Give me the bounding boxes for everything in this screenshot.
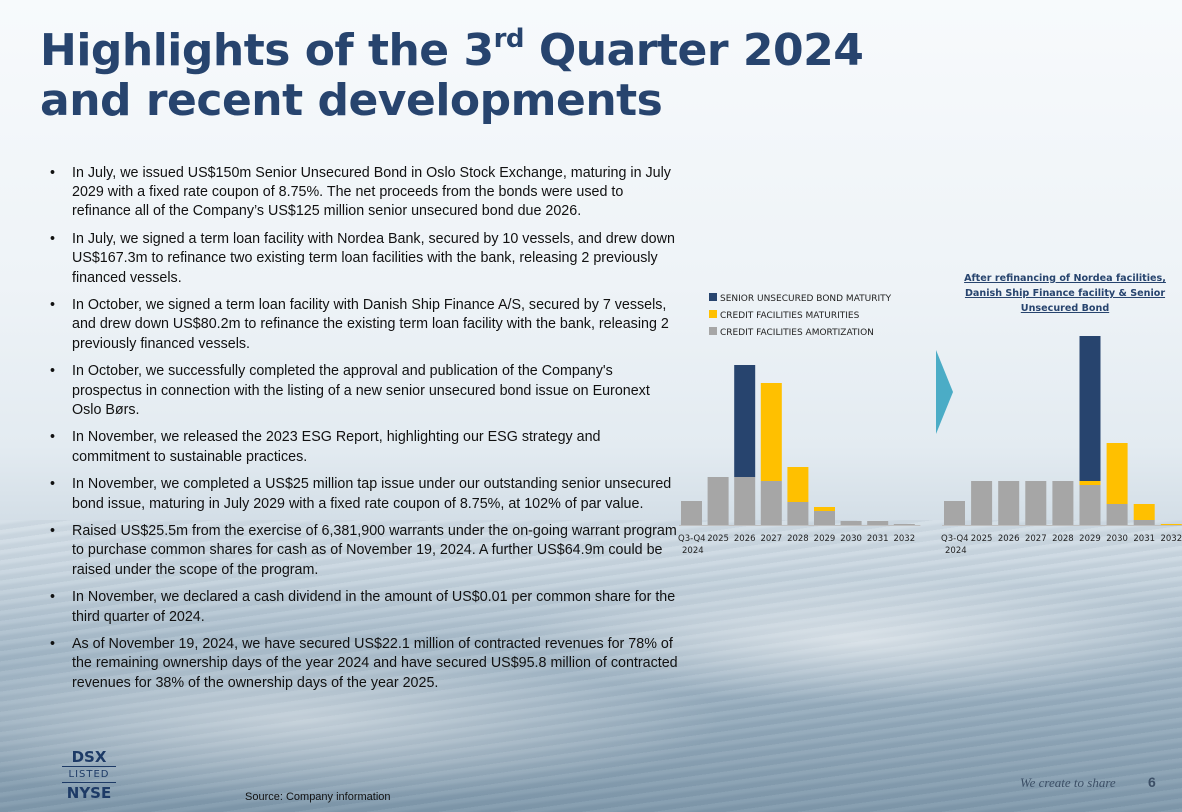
legend-swatch-amortization (709, 327, 717, 335)
x-tick-label: 2025 (707, 534, 729, 544)
bullet-item: In July, we signed a term loan facility … (48, 230, 680, 288)
x-tick-label: 2032 (893, 534, 915, 544)
bullet-item: In October, we signed a term loan facili… (48, 296, 680, 354)
bar-amortization-2029 (1079, 485, 1101, 525)
x-tick-label: 2027 (1025, 534, 1047, 544)
bar-bond-2026 (734, 365, 756, 477)
tagline: We create to share (1020, 775, 1116, 790)
title-line2: and recent developments (40, 75, 663, 126)
x-tick-label: 2028 (1052, 534, 1074, 544)
source-note: Source: Company information (245, 791, 391, 803)
bar-bond-2029 (1079, 336, 1101, 481)
legend-label-amortization: CREDIT FACILITIES AMORTIZATION (720, 328, 874, 338)
bar-amortization-2028 (1052, 481, 1074, 525)
bullet-item: In November, we completed a US$25 millio… (48, 475, 680, 513)
logo-dsx: DSX (62, 748, 116, 767)
refinancing-arrow-icon (936, 350, 953, 434)
bar-amortization-2026 (998, 481, 1020, 525)
bar-amortization-q3-q4-2024 (944, 501, 965, 525)
legend-label-bond: SENIOR UNSECURED BOND MATURITY (720, 294, 892, 304)
bullet-item: In November, we declared a cash dividend… (48, 588, 680, 626)
bar-amortization-2028 (787, 502, 809, 525)
x-tick-label: 2026 (734, 534, 756, 544)
legend-swatch-bond (709, 293, 717, 301)
x-tick-label: 2028 (787, 534, 809, 544)
x-tick-label: 2031 (867, 534, 889, 544)
x-tick-label: Q3-Q4 2024 (941, 534, 969, 556)
bar-amortization-2029 (814, 511, 835, 525)
highlights-list: In July, we issued US$150m Senior Unsecu… (48, 164, 680, 701)
bar-amortization-2030 (1106, 504, 1128, 525)
bullet-item: In November, we released the 2023 ESG Re… (48, 428, 680, 466)
bar-amortization-2026 (734, 477, 756, 525)
bar-amortization-2031 (1133, 520, 1155, 525)
x-tick-label: 2032 (1160, 534, 1182, 544)
x-tick-label: 2030 (840, 534, 862, 544)
legend-label-maturities: CREDIT FACILITIES MATURITIES (720, 311, 860, 321)
bar-amortization-2032 (893, 524, 915, 525)
x-tick-label: 2031 (1133, 534, 1155, 544)
chart-legend: SENIOR UNSECURED BOND MATURITY CREDIT FA… (709, 293, 892, 338)
legend-swatch-maturities (709, 310, 717, 318)
bar-maturities-2031 (1133, 504, 1155, 520)
bar-maturities-2029 (814, 507, 835, 511)
title-line1-end: Quarter 2024 (524, 25, 864, 76)
page-title: Highlights of the 3rd Quarter 2024 and re… (40, 14, 864, 126)
page-number: 6 (1148, 774, 1156, 790)
x-tick-label: 2025 (971, 534, 993, 544)
bar-amortization-2027 (760, 481, 782, 525)
bar-amortization-2025 (707, 477, 729, 525)
bullet-item: In July, we issued US$150m Senior Unsecu… (48, 164, 680, 222)
x-tick-label: 2026 (998, 534, 1020, 544)
bar-maturities-2032 (1160, 524, 1182, 525)
logo-listed: LISTED (62, 767, 116, 783)
dsx-nyse-logo: DSX LISTED NYSE (62, 748, 116, 803)
title-line1: Highlights of the 3 (40, 25, 494, 76)
bar-amortization-2030 (840, 521, 862, 525)
title-superscript: rd (493, 24, 525, 54)
bullet-item: Raised US$25.5m from the exercise of 6,3… (48, 522, 680, 580)
bar-maturities-2028 (787, 467, 809, 502)
bullet-item: As of November 19, 2024, we have secured… (48, 635, 680, 693)
x-tick-label: 2027 (760, 534, 782, 544)
bar-maturities-2029 (1079, 481, 1101, 485)
bar-maturities-2027 (760, 383, 782, 481)
chart-caption: After refinancing of Nordea facilities, … (964, 273, 1166, 314)
x-tick-label: 2029 (1079, 534, 1101, 544)
bar-amortization-2025 (971, 481, 993, 525)
x-tick-label: 2030 (1106, 534, 1128, 544)
bar-amortization-2031 (867, 521, 889, 525)
bar-maturities-2030 (1106, 443, 1128, 504)
logo-nyse: NYSE (66, 784, 112, 802)
bar-amortization-q3-q4-2024 (681, 501, 702, 525)
bar-amortization-2027 (1025, 481, 1047, 525)
x-tick-label: Q3-Q4 2024 (678, 534, 706, 556)
bullet-item: In October, we successfully completed th… (48, 362, 680, 420)
x-tick-label: 2029 (814, 534, 836, 544)
